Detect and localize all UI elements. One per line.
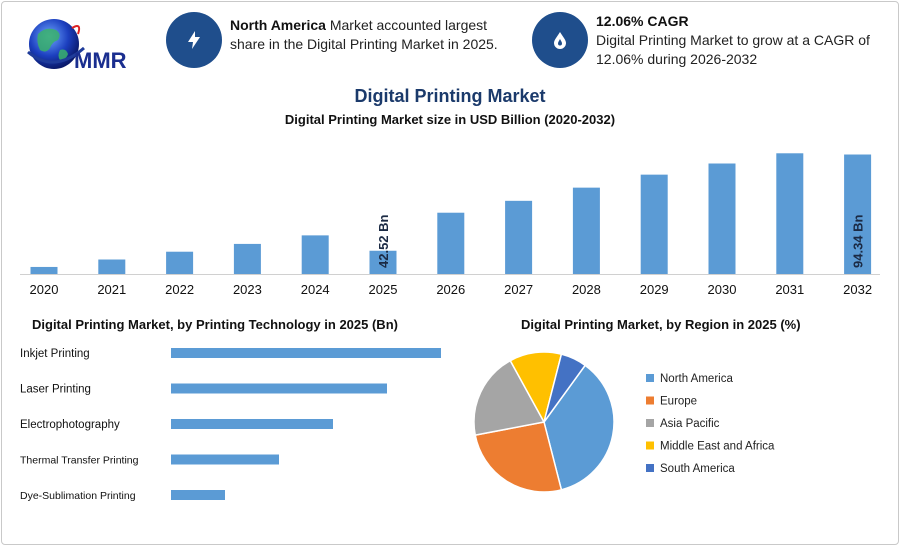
bar-2020 — [30, 266, 58, 274]
bar-2026 — [437, 212, 465, 274]
legend-swatch — [646, 419, 654, 427]
pie-slice-europe — [474, 421, 563, 493]
bar-2030 — [708, 163, 736, 274]
x-tick-label: 2032 — [843, 282, 872, 297]
tech-category-label: Thermal Transfer Printing — [20, 455, 139, 467]
info2-bold: 12.06% CAGR — [596, 13, 689, 29]
bar-2021 — [98, 259, 126, 274]
technology-bar-chart: Inkjet Printing Laser Printing Electrophot… — [20, 348, 441, 502]
info-north-america: North America Market accounted largest s… — [166, 12, 516, 68]
main-title: Digital Printing Market — [354, 86, 546, 106]
tech-bar — [171, 490, 225, 500]
mmr-logo: MMR — [14, 12, 144, 78]
bar-2028 — [572, 187, 600, 274]
info1-rest: Market accounted largest share in the Di… — [230, 17, 498, 52]
bar-2031 — [776, 153, 804, 274]
bar-2025 — [369, 250, 397, 274]
x-tick-label: 2031 — [775, 282, 804, 297]
region-chart-title: Digital Printing Market, by Region in 20… — [521, 317, 801, 332]
tech-category-label: Laser Printing — [20, 384, 91, 396]
x-tick-label: 2030 — [708, 282, 737, 297]
tech-category-label: Dye-Sublimation Printing — [20, 490, 136, 502]
x-tick-label: 2026 — [436, 282, 465, 297]
info2-text: 12.06% CAGR Digital Printing Market to g… — [596, 12, 886, 69]
market-size-bar-chart: 2020 2021 2022 2023 2024 2025 42.52 Bn 2026 2027… — [20, 153, 880, 297]
pie-slice-asia-pacific — [473, 359, 546, 436]
logo-text: MMR — [74, 48, 127, 73]
legend-swatch — [646, 441, 654, 450]
pie-slice-south-america — [543, 353, 587, 423]
bar-2029 — [640, 174, 668, 274]
x-tick-label: 2027 — [504, 282, 533, 297]
x-tick-label: 2023 — [233, 282, 262, 297]
tech-bar — [171, 454, 279, 465]
tech-category-label: Inkjet Printing — [20, 348, 90, 360]
bar-data-label: 42.52 Bn — [376, 214, 391, 268]
tech-category-label: Electrophotography — [20, 419, 120, 431]
tech-bar — [171, 419, 333, 429]
info2-rest: Digital Printing Market to grow at a CAG… — [596, 32, 870, 67]
info1-text: North America Market accounted largest s… — [230, 16, 516, 54]
legend-label: South America — [660, 463, 735, 475]
legend-swatch — [646, 396, 654, 405]
pie-slice-north-america — [543, 364, 615, 491]
x-tick-label: 2021 — [97, 282, 126, 297]
bar-data-label: 94.34 Bn — [851, 214, 866, 268]
x-tick-label: 2022 — [165, 282, 194, 297]
info-cagr: 12.06% CAGR Digital Printing Market to g… — [532, 12, 888, 69]
bar-2022 — [166, 251, 194, 274]
x-tick-label: 2029 — [640, 282, 669, 297]
legend-label: Middle East and Africa — [660, 441, 775, 453]
legend-label: North America — [660, 373, 733, 385]
legend-swatch — [646, 464, 654, 472]
tech-chart-title: Digital Printing Market, by Printing Tec… — [32, 317, 398, 332]
tech-bar — [171, 383, 387, 394]
drop-icon — [532, 12, 588, 68]
tech-bar — [171, 348, 441, 358]
bar-2032 — [844, 154, 872, 274]
x-tick-label: 2025 — [369, 282, 398, 297]
x-tick-label: 2028 — [572, 282, 601, 297]
x-tick-label: 2020 — [30, 282, 59, 297]
bar-2027 — [505, 200, 533, 274]
region-pie-chart: North America Europe Asia Pacific Middle Ea… — [473, 351, 775, 493]
chart-subtitle: Digital Printing Market size in USD Bill… — [284, 112, 616, 127]
x-tick-label: 2024 — [301, 282, 330, 297]
legend-label: Asia Pacific — [660, 418, 720, 430]
legend-swatch — [646, 374, 654, 382]
lightning-icon — [166, 12, 222, 68]
bar-2023 — [233, 243, 261, 274]
info1-bold: North America — [230, 17, 326, 33]
legend-label: Europe — [660, 396, 697, 408]
bar-2024 — [301, 235, 329, 274]
